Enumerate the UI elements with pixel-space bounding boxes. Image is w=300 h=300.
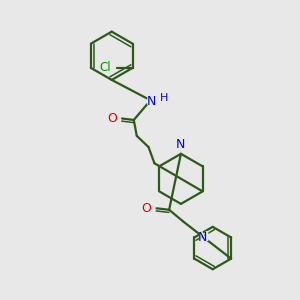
Text: O: O (142, 202, 152, 215)
Text: O: O (105, 112, 117, 125)
Text: N: N (176, 139, 186, 152)
Text: N: N (147, 95, 156, 108)
Text: Cl: Cl (100, 61, 111, 74)
Text: Cl: Cl (97, 61, 111, 74)
Text: N: N (198, 231, 207, 244)
Text: O: O (107, 112, 117, 125)
Text: N: N (198, 230, 209, 244)
Text: N: N (146, 94, 157, 108)
Text: N: N (175, 137, 187, 152)
Text: O: O (140, 201, 152, 215)
Text: H: H (160, 93, 168, 103)
